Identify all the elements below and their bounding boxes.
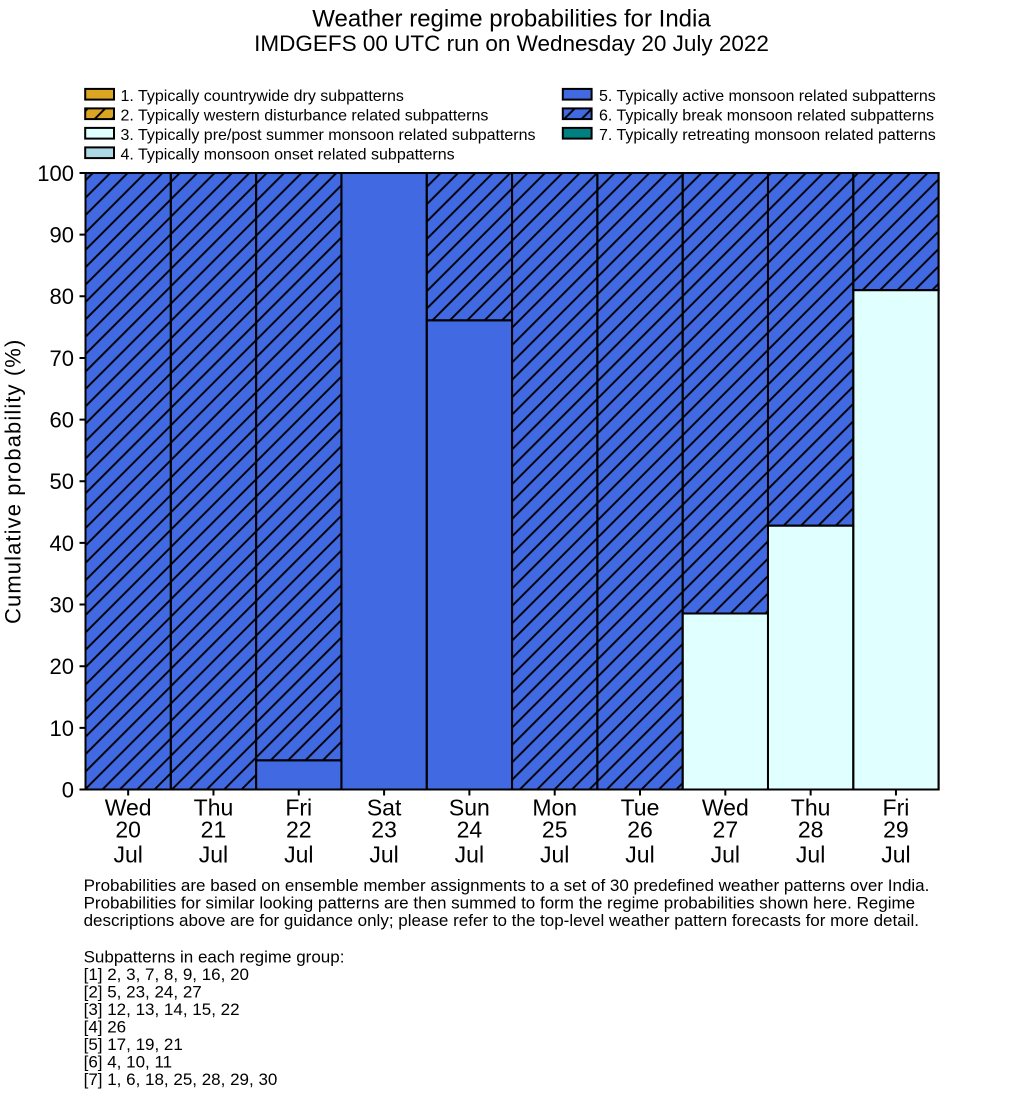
svg-text:Jul: Jul bbox=[284, 842, 313, 868]
svg-text:Thu: Thu bbox=[791, 795, 831, 821]
svg-text:[7] 1, 6, 18, 25, 28, 29, 30: [7] 1, 6, 18, 25, 28, 29, 30 bbox=[84, 1070, 278, 1089]
svg-text:IMDGEFS 00 UTC run on Wednesda: IMDGEFS 00 UTC run on Wednesday 20 July … bbox=[254, 31, 769, 56]
svg-text:3. Typically pre/post summer m: 3. Typically pre/post summer monsoon rel… bbox=[121, 127, 536, 144]
svg-text:1. Typically countrywide dry s: 1. Typically countrywide dry subpatterns bbox=[121, 88, 404, 105]
svg-text:20: 20 bbox=[50, 654, 74, 679]
svg-text:2. Typically western disturban: 2. Typically western disturbance related… bbox=[121, 107, 489, 124]
svg-text:24: 24 bbox=[457, 817, 483, 843]
svg-text:27: 27 bbox=[713, 817, 739, 843]
svg-text:23: 23 bbox=[371, 817, 397, 843]
svg-text:0: 0 bbox=[62, 777, 74, 802]
svg-text:Probabilities for similar look: Probabilities for similar looking patter… bbox=[84, 893, 916, 912]
svg-text:Subpatterns in each regime gro: Subpatterns in each regime group: bbox=[84, 948, 345, 967]
svg-text:60: 60 bbox=[50, 408, 74, 433]
svg-text:Jul: Jul bbox=[625, 842, 654, 868]
svg-text:Wed: Wed bbox=[702, 795, 749, 821]
svg-text:10: 10 bbox=[50, 716, 74, 741]
svg-text:Jul: Jul bbox=[199, 842, 228, 868]
svg-text:Mon: Mon bbox=[532, 795, 577, 821]
svg-text:6. Typically break monsoon rel: 6. Typically break monsoon related subpa… bbox=[599, 107, 934, 124]
svg-text:70: 70 bbox=[50, 346, 74, 371]
svg-text:Thu: Thu bbox=[194, 795, 234, 821]
svg-text:Wed: Wed bbox=[105, 795, 152, 821]
svg-text:Weather regime probabilities f: Weather regime probabilities for India bbox=[312, 6, 711, 33]
svg-text:[5] 17, 19, 21: [5] 17, 19, 21 bbox=[84, 1035, 183, 1054]
svg-text:Jul: Jul bbox=[455, 842, 484, 868]
svg-text:20: 20 bbox=[115, 817, 141, 843]
svg-text:descriptions above are for gui: descriptions above are for guidance only… bbox=[84, 911, 919, 930]
svg-text:4. Typically monsoon onset rel: 4. Typically monsoon onset related subpa… bbox=[121, 146, 455, 163]
svg-text:Fri: Fri bbox=[883, 795, 910, 821]
svg-text:[6] 4, 10, 11: [6] 4, 10, 11 bbox=[84, 1053, 173, 1072]
svg-text:50: 50 bbox=[50, 469, 74, 494]
svg-text:25: 25 bbox=[542, 817, 568, 843]
svg-text:100: 100 bbox=[37, 161, 74, 186]
svg-text:28: 28 bbox=[798, 817, 824, 843]
svg-text:26: 26 bbox=[627, 817, 653, 843]
svg-text:Jul: Jul bbox=[540, 842, 569, 868]
svg-text:Tue: Tue bbox=[621, 795, 660, 821]
svg-text:Probabilities are based on ens: Probabilities are based on ensemble memb… bbox=[84, 876, 930, 895]
svg-text:90: 90 bbox=[50, 223, 74, 248]
svg-text:Jul: Jul bbox=[369, 842, 398, 868]
svg-text:[2] 5, 23, 24, 27: [2] 5, 23, 24, 27 bbox=[84, 983, 202, 1002]
svg-text:Cumulative probability (%): Cumulative probability (%) bbox=[1, 339, 26, 624]
svg-text:[1] 2, 3, 7, 8, 9, 16, 20: [1] 2, 3, 7, 8, 9, 16, 20 bbox=[84, 965, 249, 984]
svg-text:40: 40 bbox=[50, 531, 74, 556]
svg-text:Sat: Sat bbox=[367, 795, 402, 821]
svg-text:22: 22 bbox=[286, 817, 312, 843]
svg-text:Fri: Fri bbox=[285, 795, 312, 821]
svg-text:Jul: Jul bbox=[796, 842, 825, 868]
svg-text:[3] 12, 13, 14, 15, 22: [3] 12, 13, 14, 15, 22 bbox=[84, 1000, 240, 1019]
svg-text:Sun: Sun bbox=[449, 795, 490, 821]
svg-text:[4] 26: [4] 26 bbox=[84, 1018, 127, 1037]
svg-text:21: 21 bbox=[201, 817, 227, 843]
svg-text:Jul: Jul bbox=[711, 842, 740, 868]
svg-text:5. Typically active monsoon re: 5. Typically active monsoon related subp… bbox=[599, 88, 936, 105]
svg-text:80: 80 bbox=[50, 284, 74, 309]
svg-text:Jul: Jul bbox=[881, 842, 910, 868]
svg-text:7. Typically retreating monsoo: 7. Typically retreating monsoon related … bbox=[599, 127, 936, 144]
svg-text:30: 30 bbox=[50, 592, 74, 617]
svg-text:Jul: Jul bbox=[113, 842, 142, 868]
svg-text:29: 29 bbox=[883, 817, 909, 843]
